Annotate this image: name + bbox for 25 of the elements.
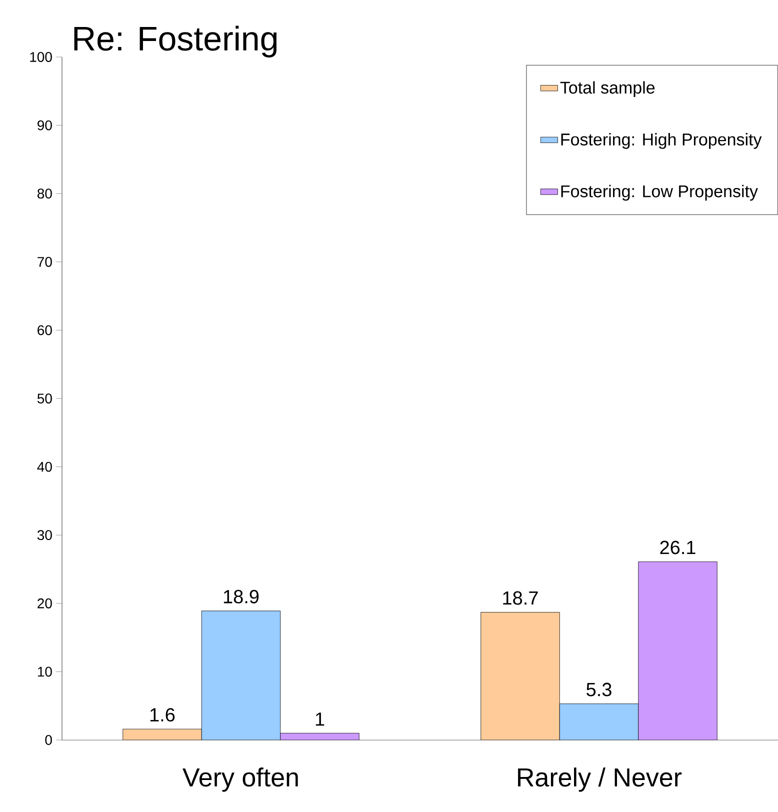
y-tick-label: 10 bbox=[38, 666, 52, 677]
chart-title: Re: Fostering bbox=[74, 26, 277, 58]
y-tick-label: 90 bbox=[38, 120, 52, 130]
data-label: 26.1 bbox=[660, 540, 696, 554]
data-label: 1 bbox=[316, 712, 324, 726]
y-tick-label: 40 bbox=[37, 462, 52, 472]
y-tick-label: 50 bbox=[37, 394, 52, 404]
bar bbox=[202, 610, 280, 740]
legend-label: Fostering: Low Propensity bbox=[561, 184, 758, 201]
y-tick-label: 80 bbox=[38, 188, 52, 199]
data-label: 5.3 bbox=[586, 682, 612, 696]
y-tick-label: 0 bbox=[45, 735, 52, 745]
y-tick-label: 30 bbox=[37, 530, 52, 540]
legend-label: Total sample bbox=[560, 81, 655, 98]
data-label: 1.6 bbox=[150, 708, 175, 722]
y-tick-label: 60 bbox=[38, 325, 52, 336]
y-tick-label: 100 bbox=[30, 52, 52, 62]
bar bbox=[559, 704, 639, 740]
y-tick-label: 70 bbox=[38, 256, 52, 267]
y-tick-label: 20 bbox=[38, 598, 52, 608]
x-tick-label: Rarely / Never bbox=[518, 768, 682, 792]
x-tick-label: Very often bbox=[182, 768, 298, 792]
legend-label: Fostering: High Propensity bbox=[561, 133, 762, 149]
data-label: 18.7 bbox=[503, 591, 538, 605]
data-label: 18.9 bbox=[224, 590, 259, 604]
